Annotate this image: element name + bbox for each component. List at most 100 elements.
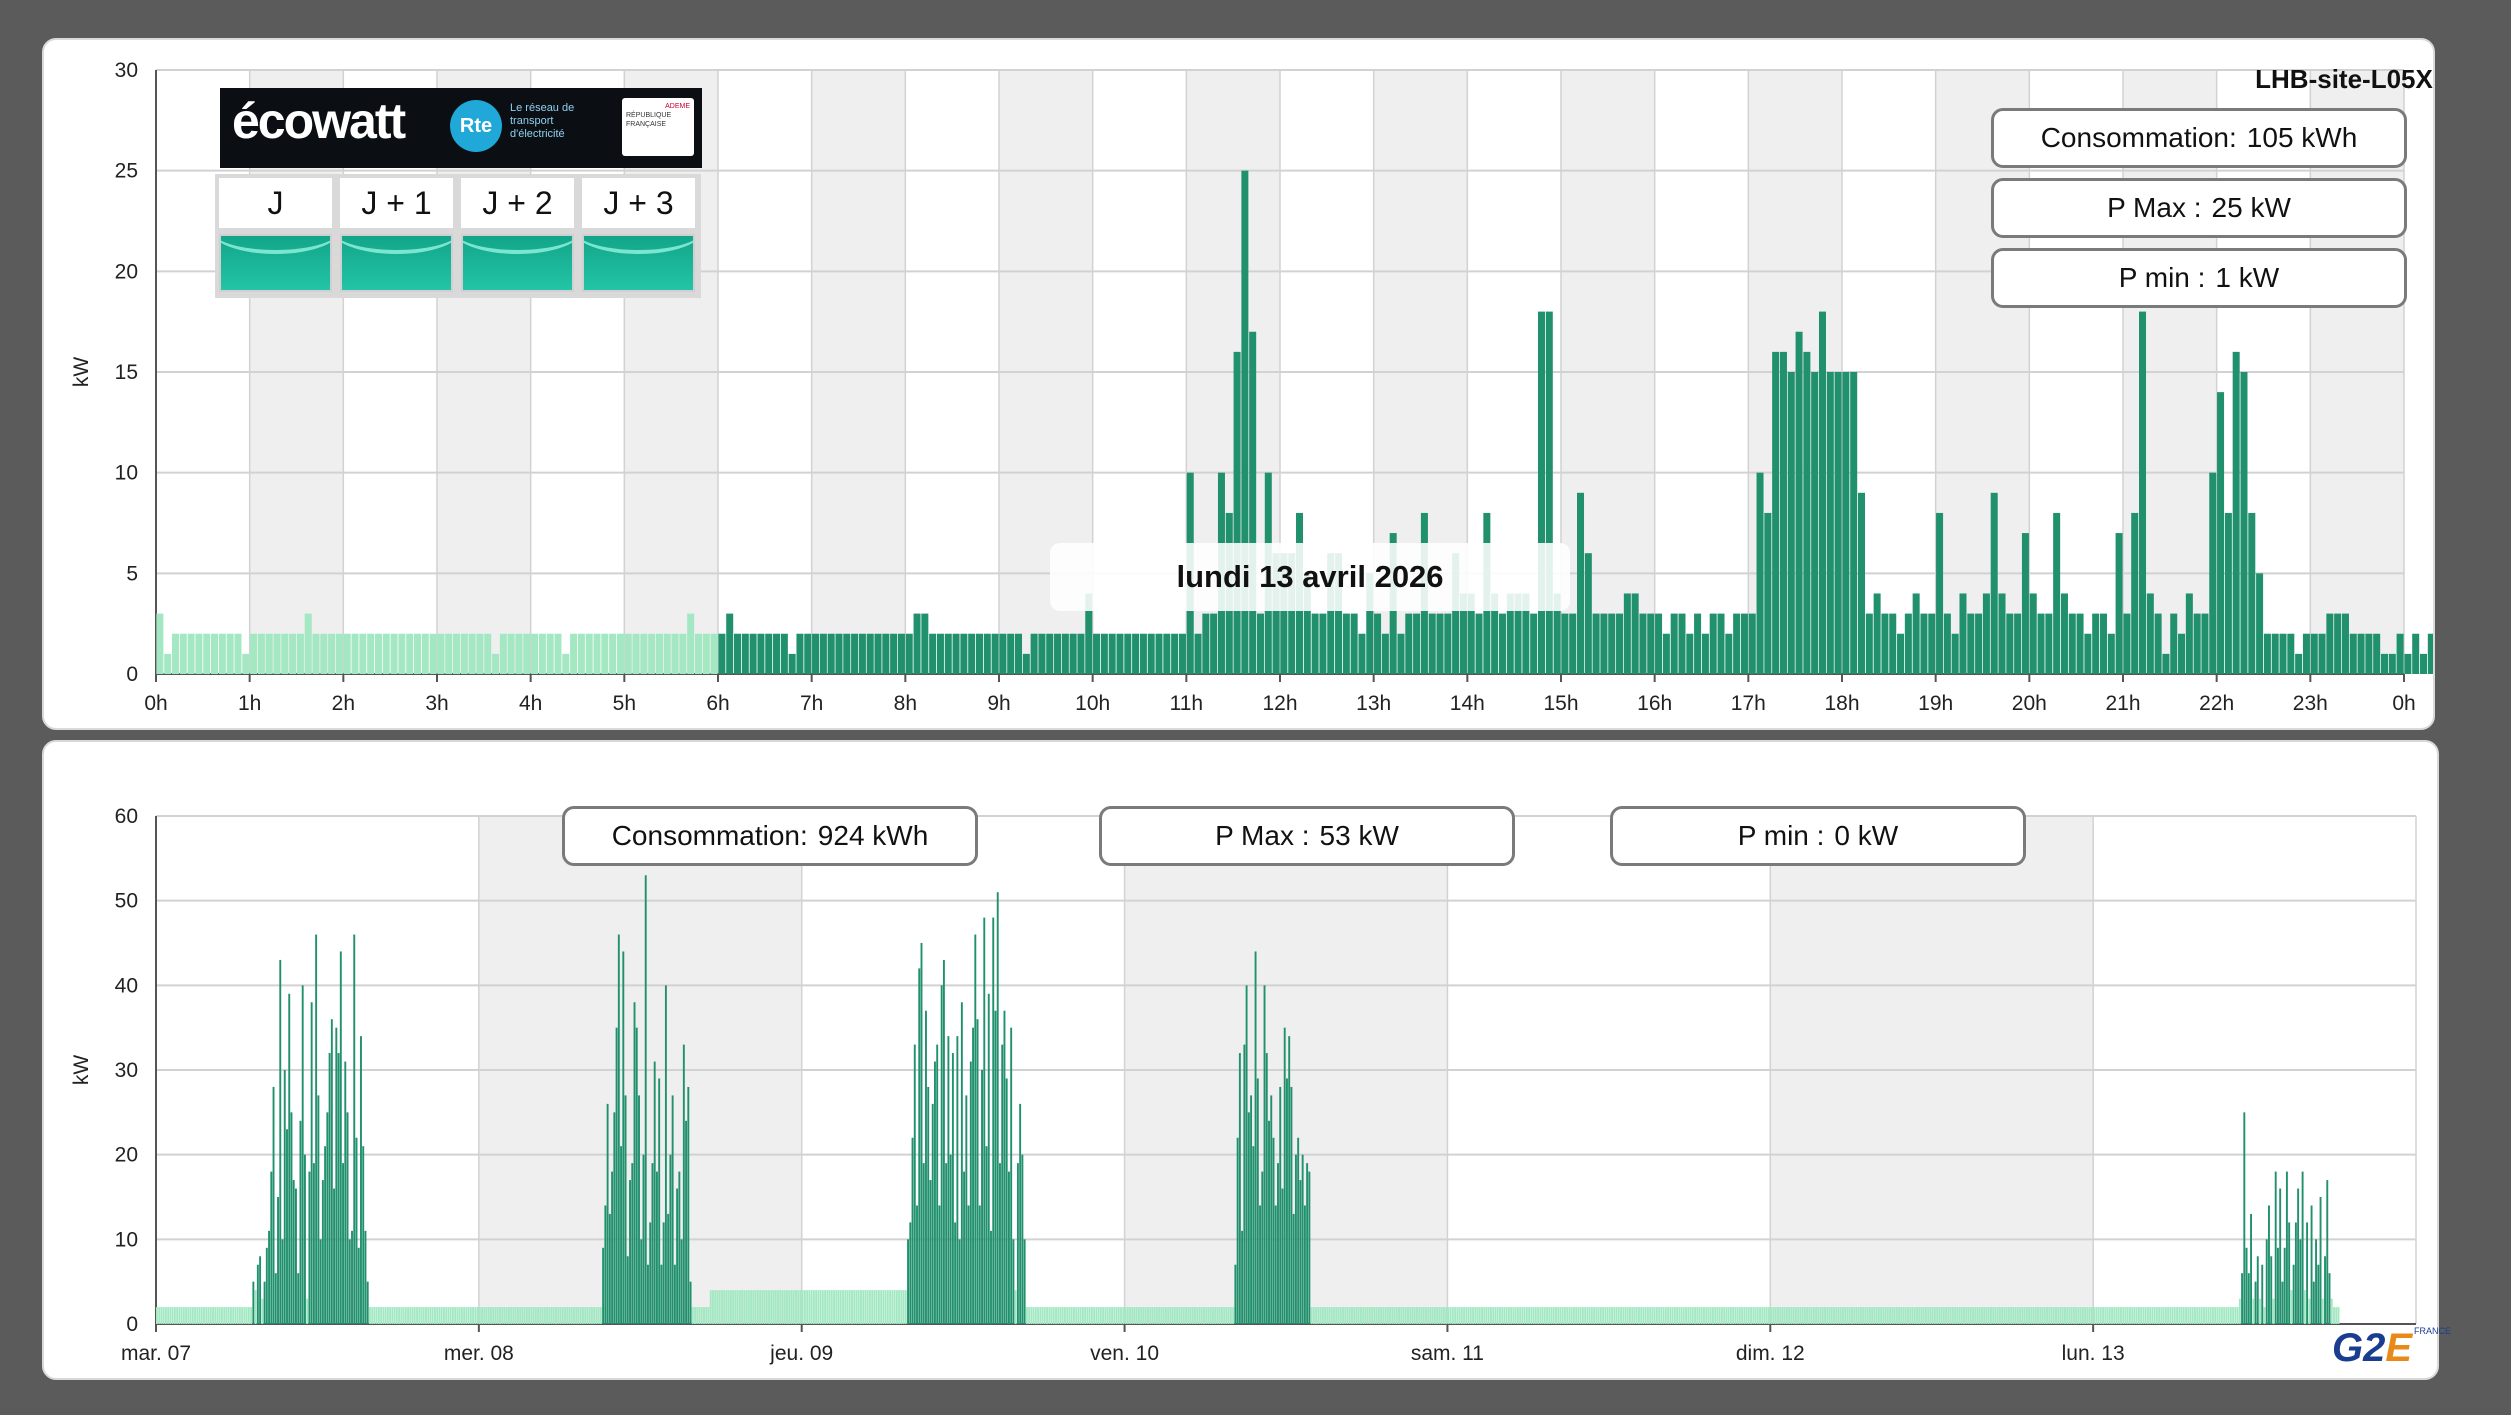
power-bar xyxy=(1077,633,1085,674)
power-bar xyxy=(216,1307,219,1324)
power-bar xyxy=(1711,1307,1714,1324)
x-tick-label: 21h xyxy=(2105,692,2140,715)
power-bar xyxy=(1081,1307,1084,1324)
power-bar xyxy=(1660,1307,1663,1324)
power-bar xyxy=(364,1230,367,1324)
power-bar xyxy=(270,1171,273,1324)
power-bar xyxy=(180,1307,183,1324)
power-bar xyxy=(808,1290,811,1324)
power-bar xyxy=(400,1307,403,1324)
power-bar xyxy=(1717,613,1725,674)
power-bar xyxy=(626,1256,629,1324)
power-bar xyxy=(1064,1307,1066,1324)
x-tick-label: jeu. 09 xyxy=(769,1342,833,1365)
power-bar xyxy=(2014,1307,2017,1324)
power-bar xyxy=(362,1146,365,1324)
power-bar xyxy=(2029,593,2037,674)
power-bar xyxy=(1232,1307,1235,1324)
power-bar xyxy=(2169,1307,2172,1324)
power-bar xyxy=(1848,1307,1851,1324)
power-bar xyxy=(868,1290,871,1324)
power-bar xyxy=(1834,372,1842,674)
power-bar xyxy=(620,1146,623,1324)
ecowatt-day-j-signal-icon[interactable] xyxy=(219,234,332,292)
power-bar xyxy=(680,1239,683,1324)
power-bar xyxy=(1671,1307,1674,1324)
power-bar xyxy=(218,633,226,674)
power-bar xyxy=(631,1163,634,1324)
power-bar xyxy=(1792,1307,1795,1324)
power-bar xyxy=(792,1290,795,1324)
power-bar xyxy=(234,1307,237,1324)
power-bar xyxy=(1875,1307,1878,1324)
power-bar xyxy=(319,1239,322,1324)
power-bar xyxy=(723,1290,726,1324)
power-bar xyxy=(1005,1078,1008,1324)
power-bar xyxy=(377,1307,380,1324)
power-bar xyxy=(1799,1307,1802,1324)
power-bar xyxy=(1545,311,1553,674)
power-bar xyxy=(1931,1307,1934,1324)
power-bar xyxy=(1438,1307,1441,1324)
power-bar xyxy=(2122,1307,2125,1324)
power-bar xyxy=(427,1307,430,1324)
power-bar xyxy=(2021,1307,2024,1324)
power-bar xyxy=(1902,1307,1905,1324)
power-bar xyxy=(1335,1307,1338,1324)
power-bar xyxy=(1149,1307,1152,1324)
power-bar xyxy=(2211,1307,2214,1324)
power-bar xyxy=(757,633,765,674)
power-bar xyxy=(1828,1307,1831,1324)
power-bar xyxy=(1537,1307,1540,1324)
power-bar xyxy=(1046,1307,1049,1324)
power-bar xyxy=(1351,1307,1353,1324)
g2e-logo-tag: FRANCE xyxy=(2414,1326,2452,1336)
power-bar xyxy=(1994,1307,1997,1324)
power-bar xyxy=(1198,1307,1201,1324)
power-bar xyxy=(2048,1307,2051,1324)
power-bar xyxy=(1342,613,1350,674)
power-bar xyxy=(2261,1264,2264,1324)
power-bar xyxy=(1990,1307,1992,1324)
power-bar xyxy=(391,1307,394,1324)
power-bar xyxy=(1050,1307,1053,1324)
power-bar xyxy=(1777,1307,1779,1324)
ecowatt-day-j2-signal-icon[interactable] xyxy=(461,234,574,292)
power-bar xyxy=(777,1290,779,1324)
power-bar xyxy=(1234,1264,1237,1324)
power-bar xyxy=(487,1307,490,1324)
power-bar xyxy=(1974,1307,1977,1324)
power-bar xyxy=(1586,1307,1589,1324)
power-bar xyxy=(359,633,367,674)
power-bar xyxy=(203,633,211,674)
power-bar xyxy=(1754,1307,1757,1324)
power-bar xyxy=(1475,613,1483,674)
power-bar xyxy=(1203,1307,1205,1324)
power-bar xyxy=(1069,633,1077,674)
power-bar xyxy=(1095,1307,1098,1324)
power-bar xyxy=(2404,653,2412,674)
power-bar xyxy=(972,1027,975,1324)
power-bar xyxy=(476,1307,479,1324)
power-bar xyxy=(1398,1307,1401,1324)
power-bar xyxy=(221,1307,223,1324)
power-bar xyxy=(1283,1027,1286,1324)
power-bar xyxy=(1714,1307,1717,1324)
power-bar xyxy=(1864,1307,1867,1324)
power-bar xyxy=(714,1290,717,1324)
power-bar xyxy=(303,1154,306,1324)
ecowatt-day-j3-signal-icon[interactable] xyxy=(582,234,695,292)
x-tick-label: 17h xyxy=(1731,692,1766,715)
ecowatt-day-j1-signal-icon[interactable] xyxy=(340,234,453,292)
power-bar xyxy=(2317,1264,2320,1324)
power-bar xyxy=(1528,1307,1531,1324)
power-bar xyxy=(503,1307,506,1324)
power-bar xyxy=(889,1290,892,1324)
power-bar xyxy=(1579,1307,1582,1324)
y-tick-label: 10 xyxy=(115,1228,138,1251)
power-bar xyxy=(1025,1307,1028,1324)
power-bar xyxy=(1358,633,1366,674)
power-bar xyxy=(1646,1307,1649,1324)
power-bar xyxy=(882,1290,885,1324)
power-bar xyxy=(2310,1205,2313,1324)
